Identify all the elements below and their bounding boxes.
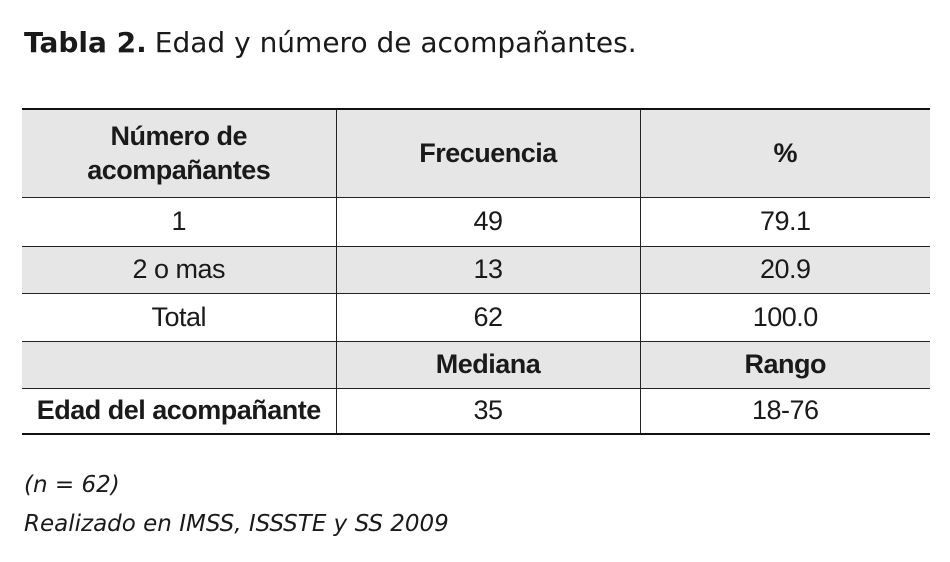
- header-text: Número de acompañantes: [87, 121, 271, 186]
- cell: 13: [335, 245, 640, 293]
- data-table: Número de acompañantes Frecuencia % 1 49…: [22, 108, 930, 435]
- cell: 49: [335, 196, 640, 246]
- cell: Total: [22, 292, 336, 341]
- header-row: Número de acompañantes Frecuencia %: [22, 108, 930, 197]
- cell: 2 o mas: [22, 245, 336, 293]
- age-row: Edad del acompañante 35 18-76: [22, 387, 930, 435]
- note: Realizado en IMSS, ISSSTE y SS 2009: [24, 511, 449, 537]
- title: Tabla 2. Edad y número de acompañantes.: [24, 26, 637, 59]
- title-label: Tabla 2.: [24, 26, 147, 59]
- cell: 100.0: [639, 292, 930, 341]
- subheader-cell: Mediana: [335, 340, 640, 388]
- row-label: Edad del acompañante: [22, 387, 336, 435]
- row: Total 62 100.0: [22, 292, 930, 341]
- empty-cell: [22, 340, 336, 388]
- subheader-cell: Rango: [639, 340, 930, 388]
- header-cell: Número de acompañantes: [22, 108, 336, 197]
- row: 1 49 79.1: [22, 196, 930, 246]
- notes: (n = 62) Realizado en IMSS, ISSSTE y SS …: [24, 466, 449, 544]
- subheader-row: Mediana Rango: [22, 340, 930, 388]
- note: (n = 62): [24, 472, 120, 498]
- cell: 1: [22, 196, 336, 246]
- header-cell: %: [639, 108, 930, 197]
- cell: 18-76: [639, 387, 930, 435]
- cell: 35: [335, 387, 640, 435]
- cell: 20.9: [639, 245, 930, 293]
- cell: 79.1: [639, 196, 930, 246]
- title-text: Edad y número de acompañantes.: [154, 26, 637, 59]
- row: 2 o mas 13 20.9: [22, 245, 930, 293]
- header-cell: Frecuencia: [335, 108, 640, 197]
- cell: 62: [335, 292, 640, 341]
